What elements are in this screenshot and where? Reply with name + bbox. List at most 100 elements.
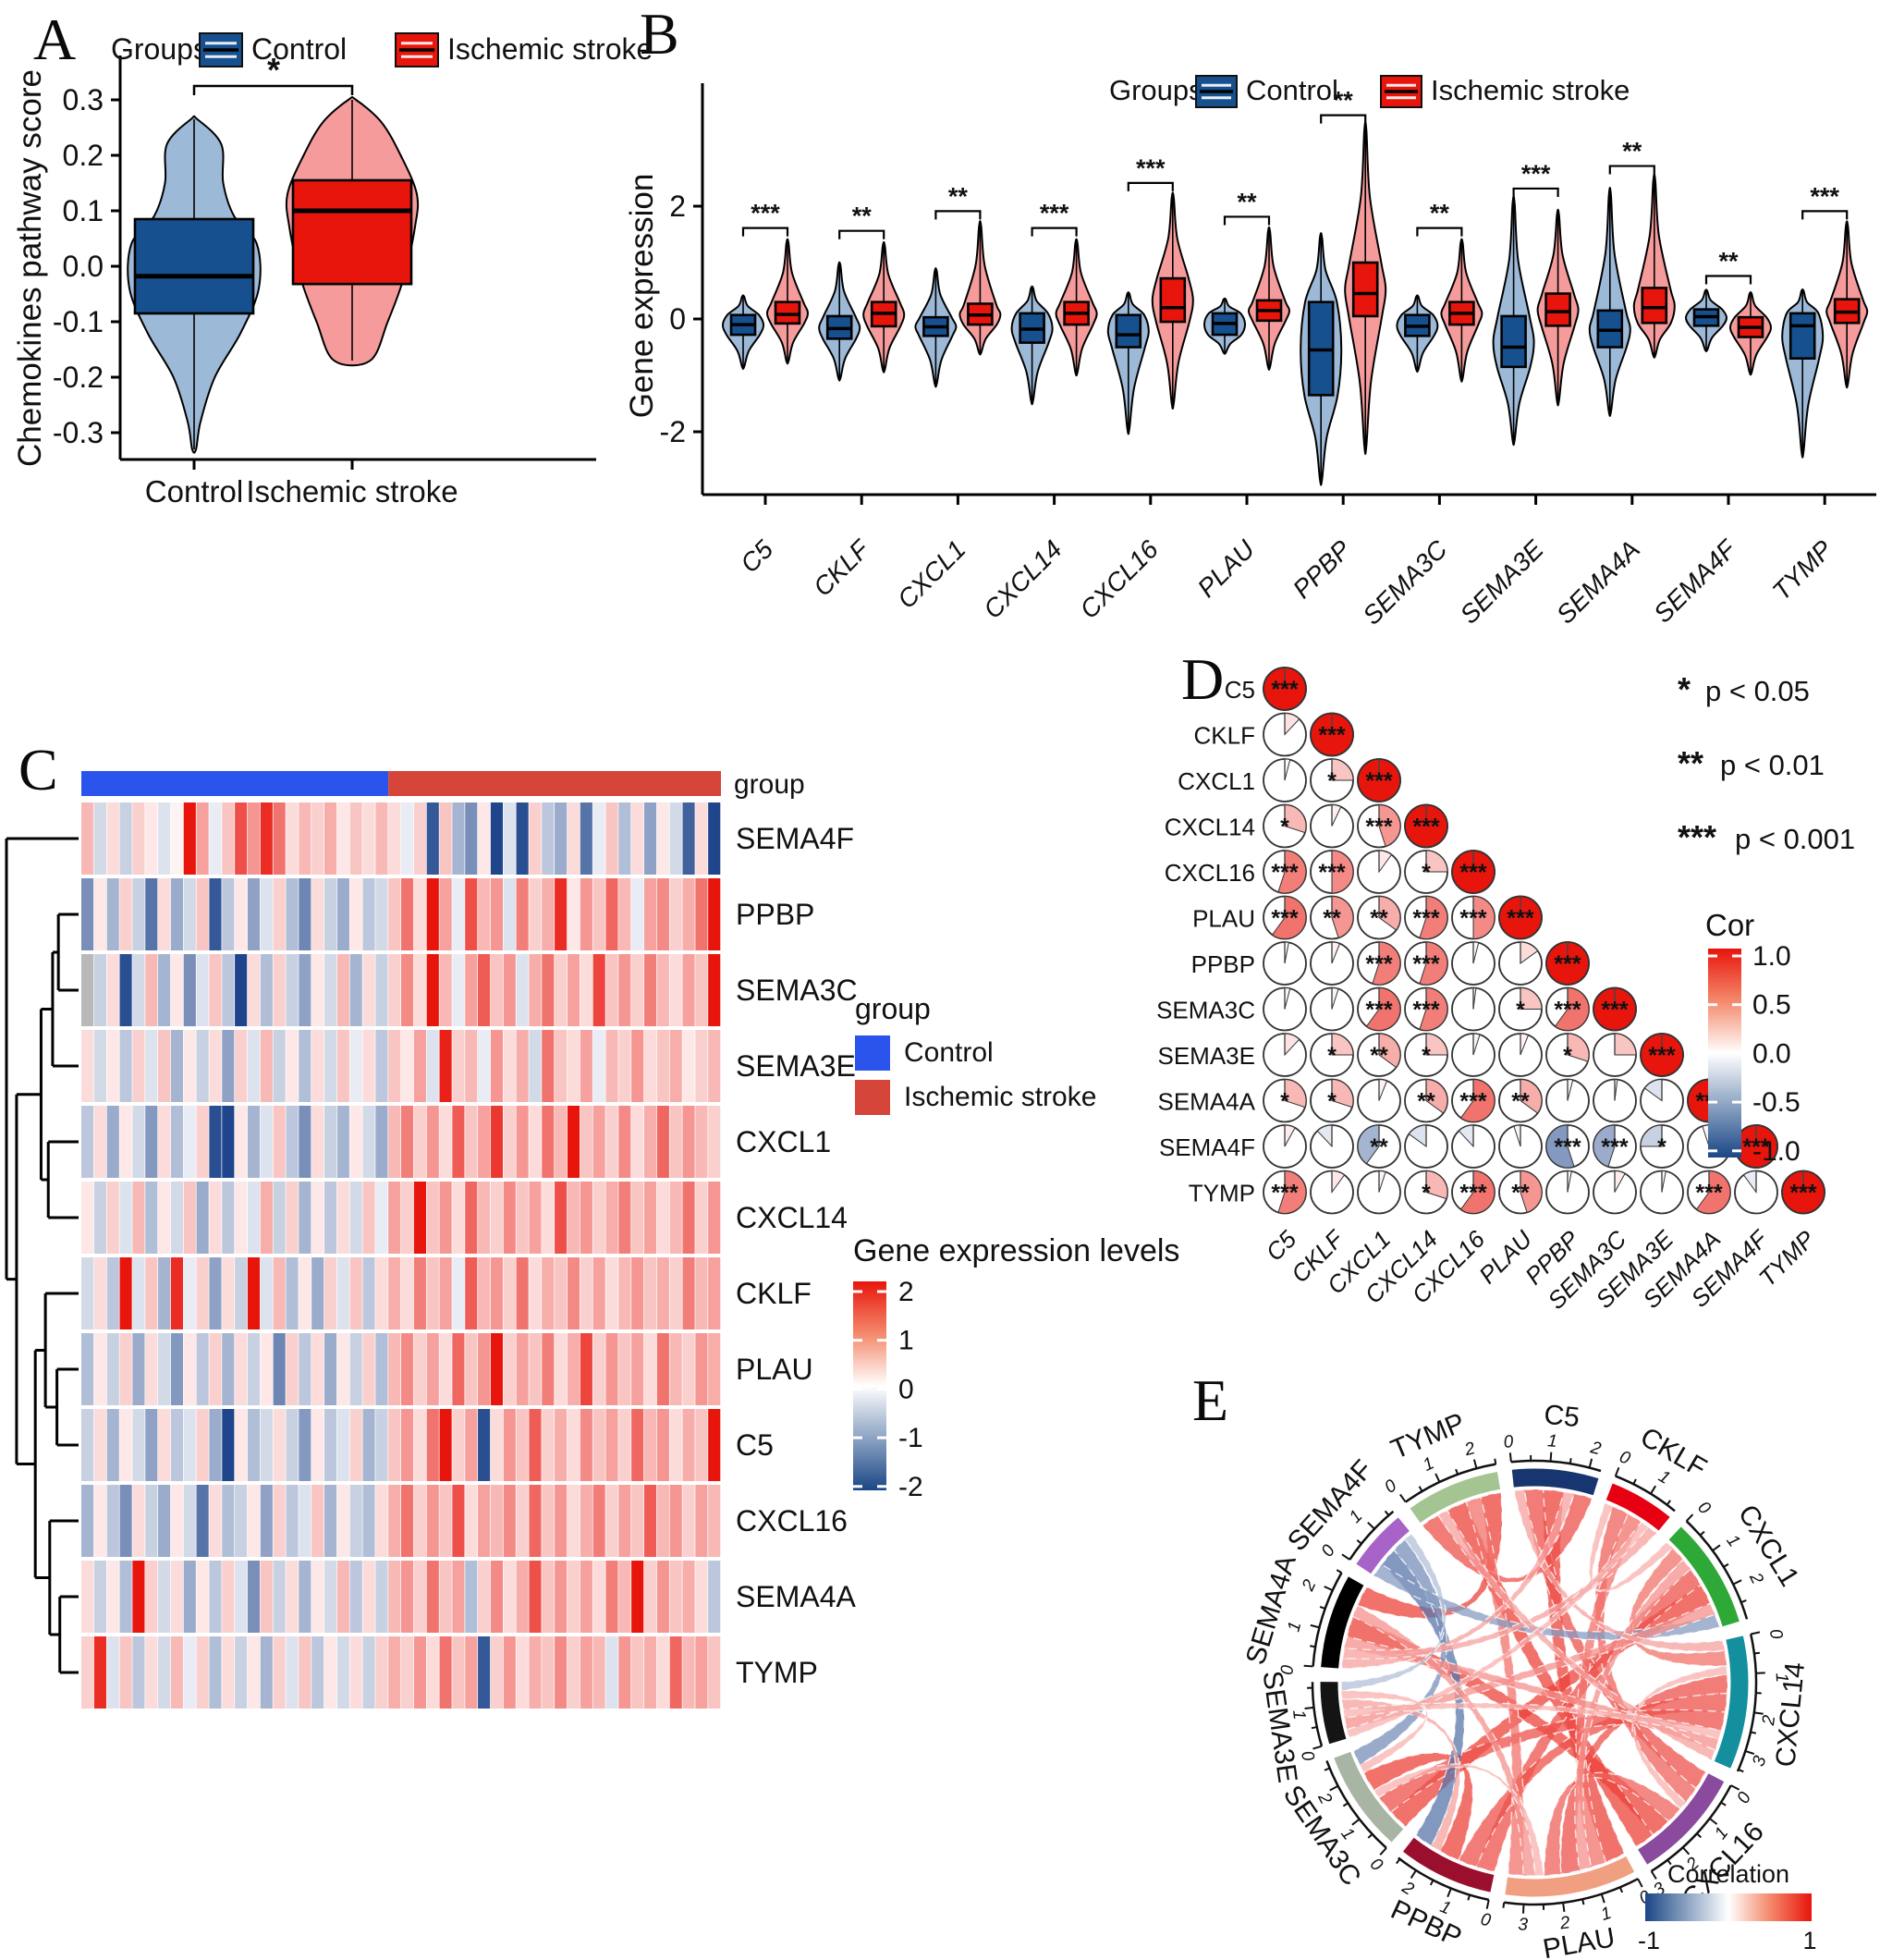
svg-text:***: *** <box>751 200 780 227</box>
panel-b-violins: C5 *** CKLF ** CXCL1 ** CXCL14 *** CXCL16 *** PLAU… <box>722 87 1869 631</box>
svg-text:-1.0: -1.0 <box>1752 1136 1801 1167</box>
svg-text:C5: C5 <box>735 534 779 579</box>
panel-a-legend: Groups Control Ischemic stroke <box>111 32 653 67</box>
svg-text:*: * <box>1422 860 1431 886</box>
svg-text:p < 0.01: p < 0.01 <box>1720 749 1825 781</box>
svg-text:**: ** <box>1430 200 1450 227</box>
svg-text:0: 0 <box>1381 1476 1400 1497</box>
svg-text:-1: -1 <box>898 1423 923 1453</box>
svg-text:*: * <box>1327 1089 1337 1115</box>
svg-text:-0.2: -0.2 <box>53 361 104 394</box>
panel-e-label: E <box>1192 1367 1229 1433</box>
svg-text:SEMA3C: SEMA3C <box>736 974 858 1007</box>
svg-text:0: 0 <box>1617 1447 1633 1469</box>
svg-text:Control: Control <box>251 32 347 66</box>
svg-text:2: 2 <box>898 1277 914 1307</box>
svg-text:***: *** <box>1554 998 1581 1023</box>
svg-text:***: *** <box>1521 160 1551 188</box>
svg-text:*: * <box>1280 1089 1289 1115</box>
svg-text:1: 1 <box>1547 1431 1558 1452</box>
svg-text:2: 2 <box>1588 1438 1604 1459</box>
svg-text:**: ** <box>1237 188 1257 215</box>
panel-c-label: C <box>18 737 58 802</box>
svg-text:SEMA3E: SEMA3E <box>1158 1042 1256 1070</box>
svg-text:***: *** <box>1810 182 1839 210</box>
svg-text:SEMA4A: SEMA4A <box>1240 1551 1302 1668</box>
svg-text:***: *** <box>1648 1043 1675 1069</box>
svg-text:***: *** <box>1365 768 1392 794</box>
svg-text:***: *** <box>1365 815 1392 840</box>
svg-text:-0.5: -0.5 <box>1752 1087 1801 1118</box>
svg-text:**: ** <box>1511 1181 1530 1207</box>
svg-text:0.2: 0.2 <box>63 139 104 172</box>
svg-text:SEMA3E: SEMA3E <box>1455 534 1549 629</box>
svg-text:*: * <box>1280 815 1289 840</box>
svg-text:SEMA3E: SEMA3E <box>736 1049 856 1083</box>
svg-text:1: 1 <box>1802 1927 1816 1954</box>
svg-text:SEMA4F: SEMA4F <box>736 822 854 855</box>
svg-text:*: * <box>1422 1043 1431 1069</box>
svg-text:PLAU: PLAU <box>1192 534 1261 603</box>
svg-text:Groups: Groups <box>1109 74 1203 106</box>
svg-text:group: group <box>855 992 931 1025</box>
svg-text:**: ** <box>1370 1043 1388 1069</box>
svg-text:Ischemic stroke: Ischemic stroke <box>1431 74 1630 106</box>
svg-text:*: * <box>1657 1134 1666 1160</box>
svg-text:*: * <box>1327 1043 1337 1069</box>
chord-ribbons <box>1340 1488 1728 1877</box>
svg-text:**: ** <box>1622 138 1642 165</box>
panel-b-label: B <box>640 1 679 67</box>
svg-text:***: *** <box>1789 1181 1816 1207</box>
svg-text:C5: C5 <box>736 1428 774 1462</box>
svg-text:C5: C5 <box>1543 1400 1581 1434</box>
svg-text:TYMP: TYMP <box>736 1656 818 1689</box>
svg-text:Ischemic stroke: Ischemic stroke <box>447 32 653 66</box>
svg-text:-1: -1 <box>1638 1927 1660 1954</box>
svg-text:*: * <box>1422 1181 1431 1207</box>
svg-text:CXCL1: CXCL1 <box>892 534 971 614</box>
svg-text:1: 1 <box>1772 1672 1791 1683</box>
svg-text:***: *** <box>1412 815 1439 840</box>
svg-text:SEMA4F: SEMA4F <box>1159 1133 1255 1161</box>
svg-text:***: *** <box>1365 998 1392 1023</box>
svg-text:**: ** <box>948 182 969 210</box>
svg-text:SEMA3C: SEMA3C <box>1156 997 1255 1024</box>
svg-text:CKLF: CKLF <box>808 533 876 602</box>
svg-text:***: *** <box>1271 906 1298 932</box>
svg-text:**: ** <box>1323 906 1341 932</box>
svg-text:CXCL14: CXCL14 <box>736 1201 848 1234</box>
svg-text:PPBP: PPBP <box>1288 534 1357 604</box>
svg-text:0: 0 <box>1765 1627 1787 1641</box>
panel-a-label: A <box>33 6 77 72</box>
svg-text:Groups: Groups <box>111 32 208 66</box>
svg-text:SEMA3E: SEMA3E <box>1256 1669 1302 1784</box>
svg-text:0: 0 <box>1503 1432 1515 1452</box>
svg-text:SEMA4F: SEMA4F <box>1648 533 1742 628</box>
svg-text:3: 3 <box>1518 1915 1529 1934</box>
svg-text:PLAU: PLAU <box>736 1353 813 1386</box>
svg-text:***: *** <box>1271 1181 1298 1207</box>
svg-text:**: ** <box>1678 744 1703 782</box>
panel-d-label: D <box>1181 646 1225 712</box>
svg-text:SEMA4A: SEMA4A <box>1551 534 1645 629</box>
svg-text:Gene expression: Gene expression <box>624 174 660 419</box>
svg-text:Control: Control <box>1246 74 1338 106</box>
svg-text:*: * <box>1327 768 1337 794</box>
svg-text:Ischemic stroke: Ischemic stroke <box>246 474 458 508</box>
svg-text:PLAU: PLAU <box>1541 1922 1618 1960</box>
svg-text:CXCL14: CXCL14 <box>978 534 1068 624</box>
svg-text:***: *** <box>1271 677 1298 703</box>
svg-text:**: ** <box>1718 248 1739 276</box>
panel-c-heatmap: group SEMA4F PPBP SEMA3C SEMA3E CXCL1 CXCL14 CK… <box>5 769 1179 1709</box>
svg-text:0.1: 0.1 <box>63 194 104 227</box>
svg-text:CXCL16: CXCL16 <box>1165 859 1255 887</box>
svg-text:***: *** <box>1459 860 1486 886</box>
svg-text:2: 2 <box>669 190 686 223</box>
svg-text:**: ** <box>1417 1089 1435 1115</box>
svg-text:2: 2 <box>1299 1576 1321 1595</box>
svg-text:3: 3 <box>1749 1753 1770 1769</box>
heatmap-group-legend: group Control Ischemic stroke <box>855 992 1096 1115</box>
